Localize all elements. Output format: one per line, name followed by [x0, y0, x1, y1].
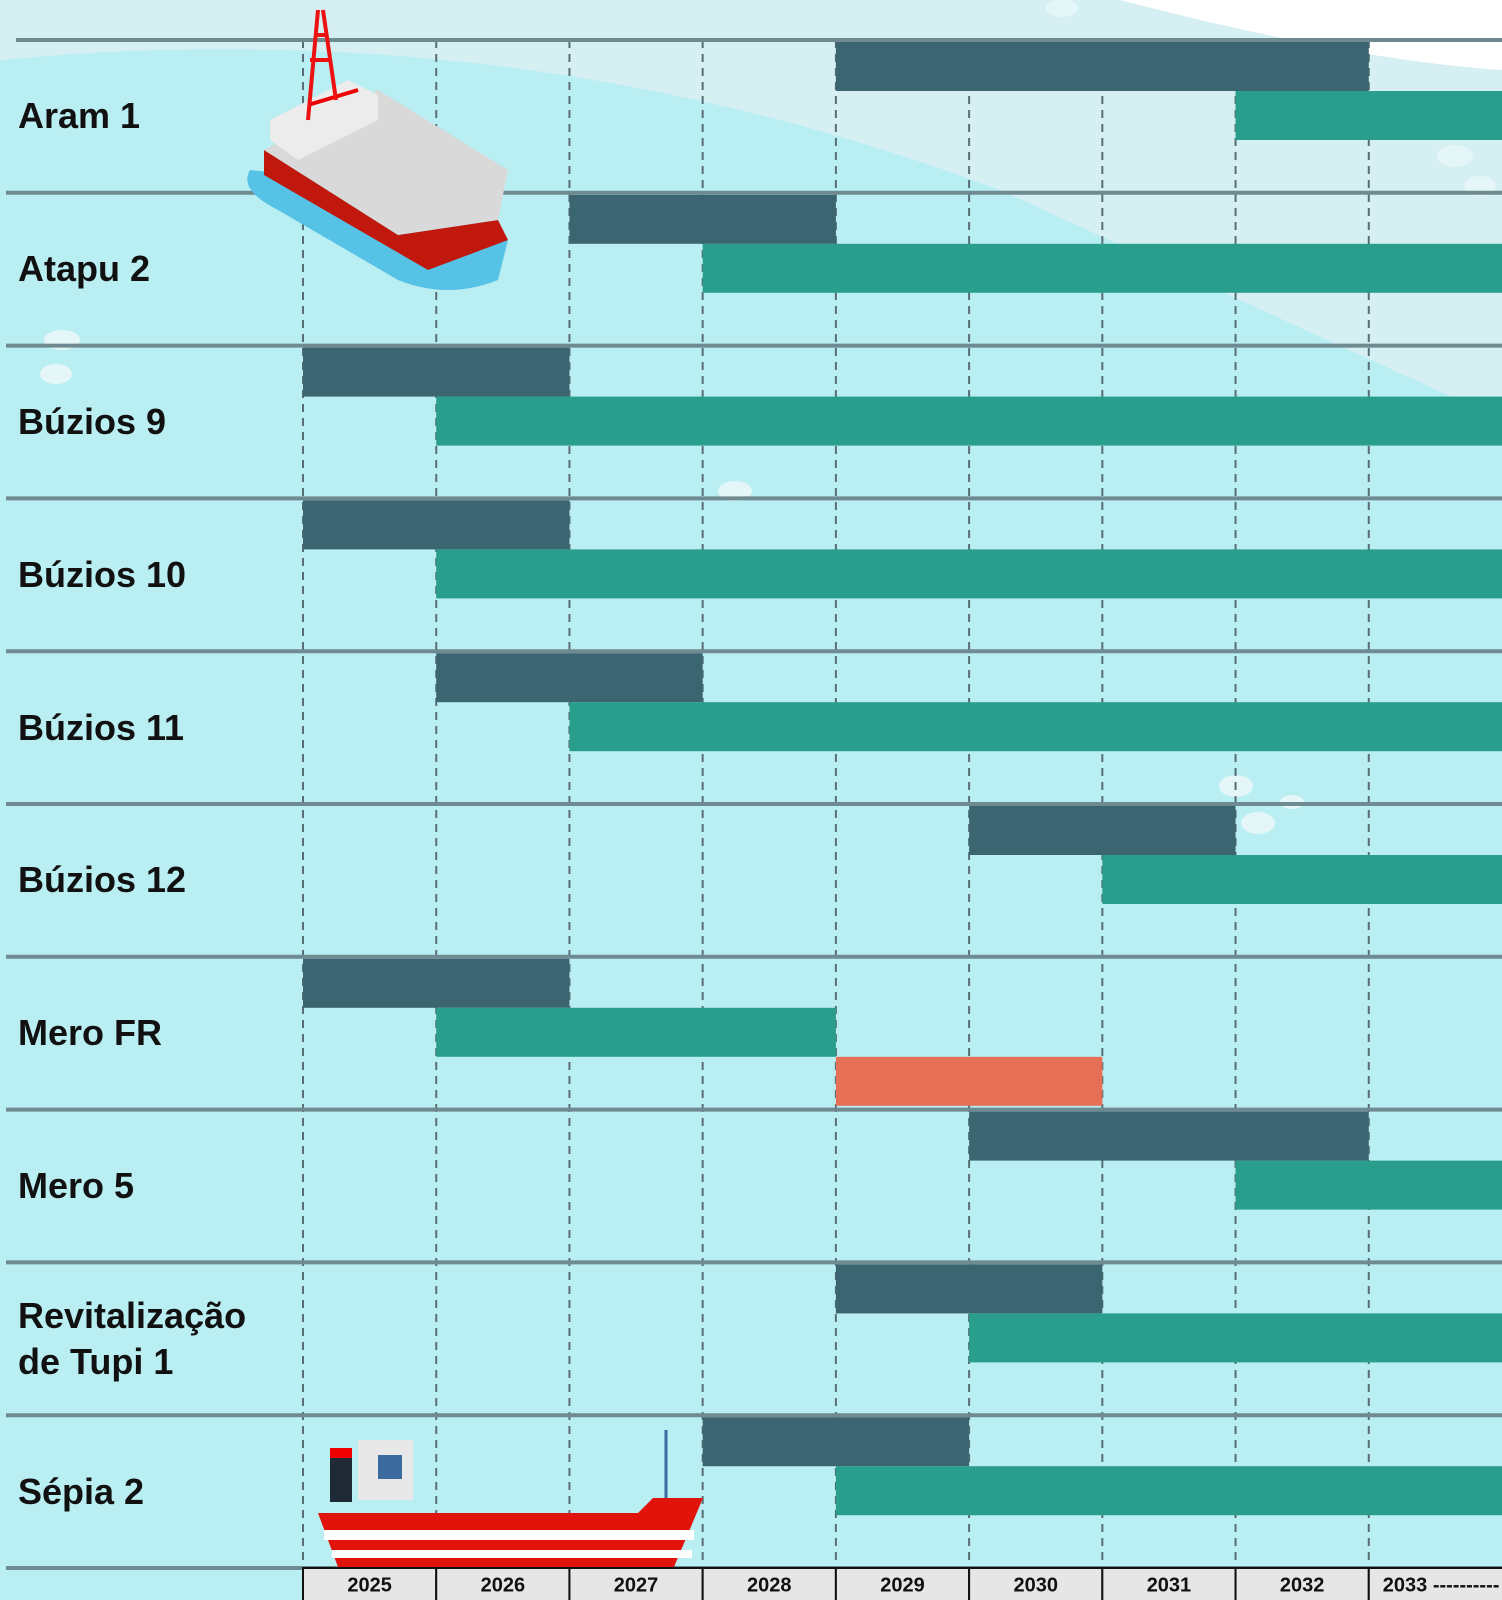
bar [436, 653, 702, 702]
bar [703, 244, 1502, 293]
bar [836, 1264, 1102, 1313]
bar [836, 1057, 1102, 1106]
category-label: Mero 5 [18, 1163, 298, 1209]
x-tick-label: 2027 [614, 1574, 659, 1596]
bar [969, 1313, 1502, 1362]
bar [303, 500, 569, 549]
x-tick-label: 2029 [880, 1574, 925, 1596]
x-tick-label: 2028 [747, 1574, 792, 1596]
bar [1102, 855, 1502, 904]
x-tick-label: 2025 [347, 1574, 392, 1596]
category-label: Atapu 2 [18, 246, 298, 292]
bar [436, 549, 1502, 598]
bar [303, 959, 569, 1008]
category-label: Búzios 10 [18, 552, 298, 598]
bar [569, 702, 1502, 751]
category-label: Búzios 12 [18, 857, 298, 903]
bar [836, 1466, 1502, 1515]
bar [436, 1008, 836, 1057]
x-tick-label: 2030 [1013, 1574, 1058, 1596]
bar [969, 1112, 1369, 1161]
page: 2025 2026 2027 2028 2029 2030 2031 2032 2033 ---… [0, 0, 1502, 1600]
ship-small [318, 1430, 703, 1567]
x-tick-label: 2026 [481, 1574, 526, 1596]
category-label: Mero FR [18, 1010, 298, 1056]
bar [1236, 91, 1502, 140]
x-tick-label: 2033 ---------- [1383, 1574, 1500, 1596]
category-label: Aram 1 [18, 93, 298, 139]
bar [303, 348, 569, 397]
x-tick-label: 2031 [1147, 1574, 1192, 1596]
x-tick-label: 2032 [1280, 1574, 1325, 1596]
category-label: Búzios 9 [18, 399, 298, 445]
bar [703, 1417, 969, 1466]
bar [1236, 1161, 1502, 1210]
bar [569, 195, 835, 244]
bar [836, 42, 1369, 91]
category-label: Búzios 11 [18, 705, 298, 751]
bar [436, 397, 1502, 446]
bar [969, 806, 1235, 855]
category-label: Revitalização de Tupi 1 [18, 1293, 298, 1385]
category-label: Sépia 2 [18, 1469, 298, 1515]
